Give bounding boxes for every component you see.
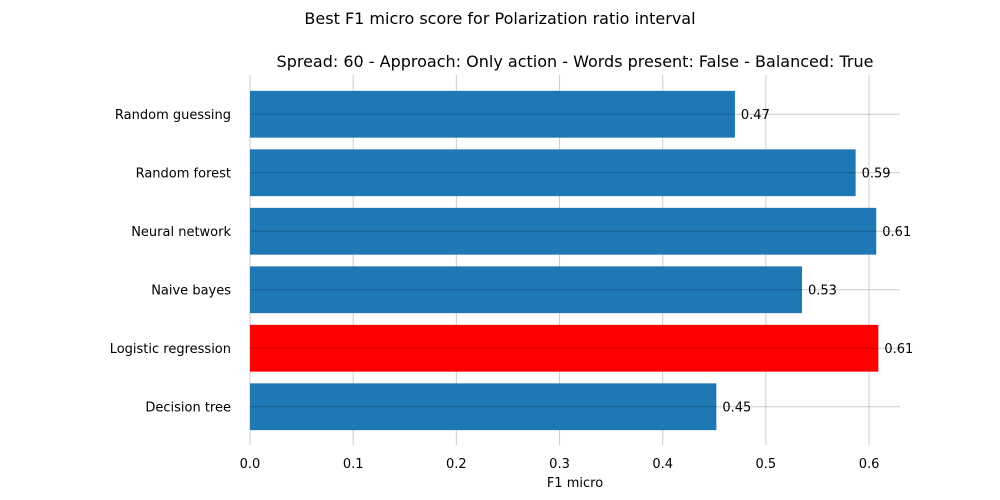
bar: [250, 324, 879, 372]
x-axis-label: F1 micro: [547, 476, 603, 491]
bar: [250, 207, 877, 255]
y-tick-label: Neural network: [131, 225, 231, 240]
x-tick-labels: 0.0 0.1 0.2 0.3 0.4 0.5 0.6: [240, 457, 880, 472]
bar: [250, 90, 735, 138]
bar-value-label: 0.61: [882, 225, 911, 240]
y-tick-label: Decision tree: [145, 400, 231, 415]
bar-value-label: 0.59: [862, 166, 891, 181]
bars: [250, 90, 879, 431]
y-tick-label: Naive bayes: [151, 283, 231, 298]
category-gridlines: [250, 113, 900, 408]
bar: [250, 383, 717, 431]
bar-value-label: 0.47: [741, 108, 770, 123]
x-tick-label: 0.6: [859, 457, 880, 472]
y-tick-label: Logistic regression: [110, 342, 231, 357]
bar: [250, 149, 856, 197]
x-tick-label: 0.4: [652, 457, 673, 472]
bar-value-label: 0.53: [808, 283, 837, 298]
bar-value-label: 0.61: [884, 342, 913, 357]
y-tick-label: Random guessing: [115, 108, 231, 123]
bar-value-label: 0.45: [722, 400, 751, 415]
y-tick-label: Random forest: [136, 166, 231, 181]
x-tick-label: 0.3: [549, 457, 570, 472]
bar: [250, 266, 802, 314]
chart-title: Spread: 60 - Approach: Only action - Wor…: [277, 52, 874, 71]
x-tick-label: 0.0: [240, 457, 261, 472]
y-tick-labels: Random guessing Random forest Neural netwo…: [110, 108, 232, 416]
figure-title: Best F1 micro score for Polarization rat…: [304, 9, 695, 28]
value-labels: 0.47 0.59 0.61 0.53 0.61 0.45: [722, 108, 913, 416]
x-tick-label: 0.1: [343, 457, 364, 472]
x-tick-label: 0.2: [446, 457, 467, 472]
x-tick-label: 0.5: [756, 457, 777, 472]
